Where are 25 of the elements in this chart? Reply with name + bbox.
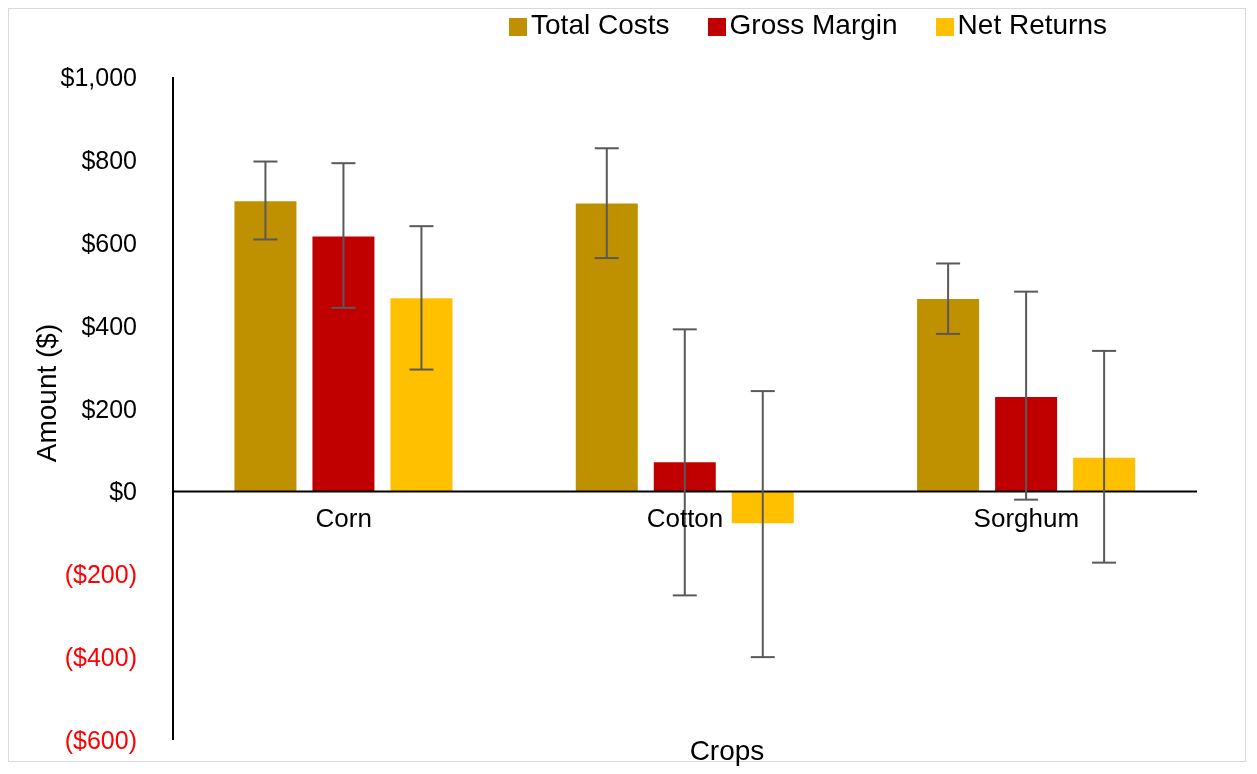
y-tick-label: $400 [81, 311, 137, 340]
y-tick-label: ($600) [64, 726, 137, 754]
y-tick-label: ($400) [64, 643, 137, 672]
bar [234, 201, 297, 492]
y-tick-label: $1,000 [60, 63, 137, 91]
bar [653, 462, 716, 492]
bar [575, 203, 638, 492]
bar [995, 396, 1058, 492]
y-tick-label: $200 [81, 394, 137, 423]
y-tick-label: $800 [81, 145, 137, 174]
x-tick-label: Corn [315, 503, 372, 534]
y-tick-label: ($200) [64, 560, 137, 589]
y-tick-label: $600 [81, 228, 137, 257]
y-axis-title: Amount ($) [31, 323, 63, 462]
bar [731, 491, 794, 524]
legend-label: Gross Margin [729, 9, 898, 40]
x-tick-label: Sorghum [973, 503, 1080, 534]
bar [390, 298, 453, 492]
bar [1073, 457, 1136, 492]
bar [917, 299, 980, 492]
bar [312, 236, 375, 492]
legend-label: Net Returns [957, 9, 1107, 40]
y-tick-label: $0 [109, 477, 137, 506]
x-axis-title: Crops [689, 735, 765, 766]
legend-label: Total Costs [531, 9, 670, 40]
